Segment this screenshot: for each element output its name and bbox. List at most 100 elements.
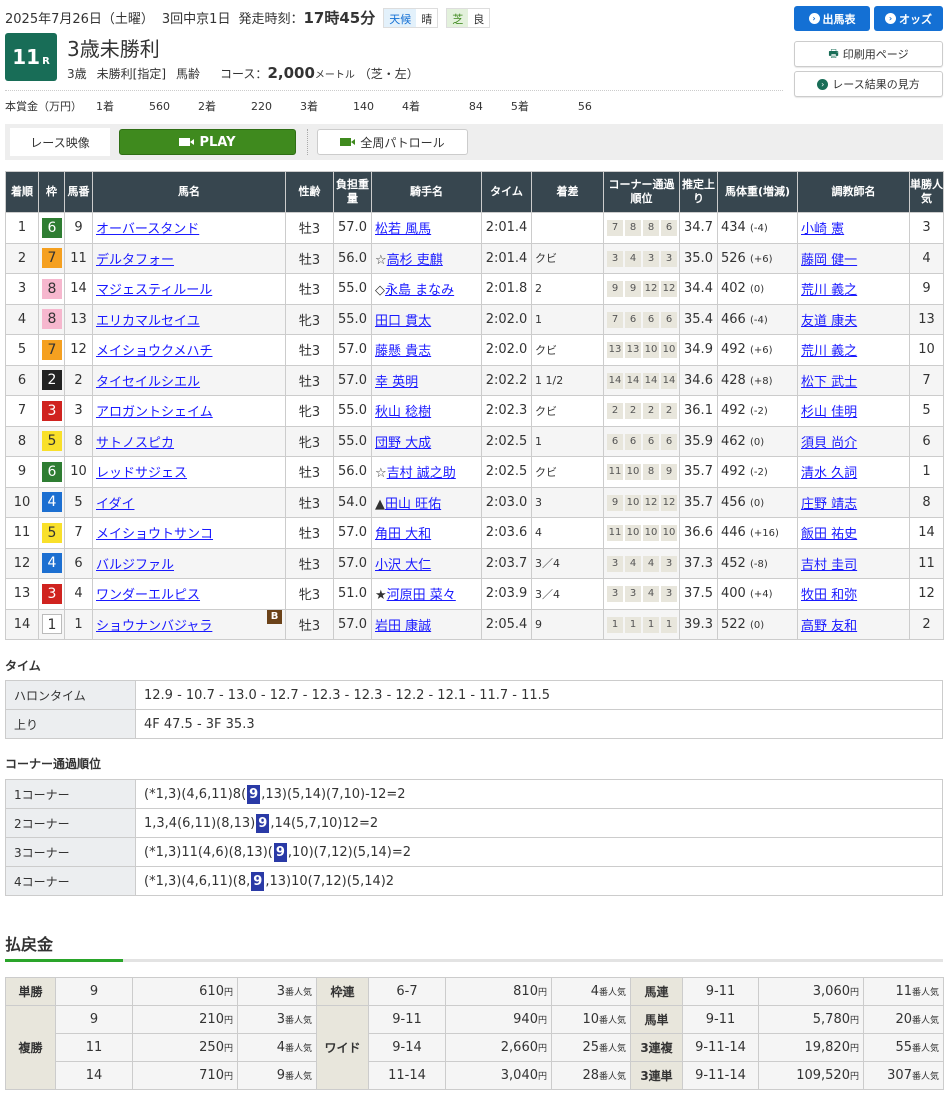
trainer-link[interactable]: 荒川 義之 (801, 283, 858, 299)
jockey-link[interactable]: 秋山 稔樹 (375, 405, 432, 421)
horse-name-link[interactable]: バルジファル (96, 557, 175, 573)
prize-item: 1着 560 (96, 98, 184, 114)
last-3f: 35.7 (679, 456, 718, 488)
payout-amount: 610円 (132, 977, 238, 1006)
corner-position: 9 (625, 281, 641, 298)
horse-name-cell: ワンダーエルピス (92, 578, 286, 610)
finish-time: 2:03.7 (481, 547, 532, 579)
horse-name-link[interactable]: メイショウトサンコ (96, 527, 214, 543)
horse-name-link[interactable]: イダイ (96, 496, 135, 512)
horse-name-link[interactable]: ワンダーエルピス (96, 588, 201, 604)
start-time-value: 17時45分 (303, 9, 376, 27)
play-button[interactable]: PLAY (119, 129, 296, 155)
trainer-link[interactable]: 荒川 義之 (801, 344, 858, 360)
margin: 1 (531, 425, 604, 457)
trainer-link[interactable]: 松下 武士 (801, 374, 858, 390)
last-3f: 34.7 (679, 212, 718, 244)
corner-position: 14 (661, 372, 677, 389)
popularity: 9番人気 (237, 1061, 317, 1090)
corner-position: 3 (661, 250, 677, 267)
jockey-link[interactable]: 藤懸 貴志 (375, 344, 432, 360)
carried-weight: 55.0 (333, 273, 372, 305)
trainer-cell: 牧田 和弥 (797, 578, 910, 610)
frame-cell: 7 (38, 334, 65, 366)
race-number: 11 (12, 45, 41, 69)
jockey-link[interactable]: 幸 英明 (375, 374, 419, 390)
win-popularity: 4 (909, 242, 944, 274)
jockey-link[interactable]: 岩田 康誠 (375, 618, 432, 634)
carried-weight: 57.0 (333, 364, 372, 396)
horse-number: 14 (64, 273, 93, 305)
corner-position: 2 (661, 403, 677, 420)
race-video-label: レース映像 (10, 128, 110, 156)
body-weight-change: (+6) (749, 253, 773, 265)
jockey-link[interactable]: 吉村 誠之助 (386, 466, 456, 482)
trainer-link[interactable]: 飯田 祐史 (801, 527, 858, 543)
corner-position: 10 (625, 494, 641, 511)
popularity-suffix: 番人気 (598, 1016, 626, 1026)
print-page-button[interactable]: 🖶 印刷用ページ (794, 41, 943, 67)
body-weight-value: 462 (721, 433, 746, 449)
yen-unit: 円 (537, 1072, 547, 1082)
body-weight: 434 (-4) (717, 212, 798, 244)
finish-position: 1 (5, 212, 39, 244)
sex-age: 牝3 (285, 425, 334, 457)
jockey-link[interactable]: 角田 大和 (375, 527, 432, 543)
jockey-link[interactable]: 田口 貫太 (375, 313, 432, 329)
horse-name-link[interactable]: タイセイルシエル (96, 374, 201, 390)
horse-name-link[interactable]: サトノスピカ (96, 435, 175, 451)
trainer-link[interactable]: 杉山 佳明 (801, 405, 858, 421)
trainer-link[interactable]: 須貝 尚介 (801, 435, 858, 451)
chevron-right-icon: › (817, 78, 829, 90)
trainer-cell: 松下 武士 (797, 364, 910, 396)
howto-label: レース結果の見方 (832, 78, 920, 91)
corner-position: 3 (625, 586, 641, 603)
trainer-link[interactable]: 小崎 憲 (801, 222, 845, 238)
horse-name-link[interactable]: アロガントシェイム (96, 405, 213, 421)
jockey-link[interactable]: 高杉 吏麒 (386, 252, 443, 268)
age-condition: 3歳 (67, 67, 87, 81)
trainer-link[interactable]: 藤岡 健一 (801, 252, 858, 268)
jockey-mark: ☆ (375, 466, 387, 482)
popularity: 25番人気 (551, 1033, 631, 1062)
horse-name-link[interactable]: デルタフォー (96, 252, 175, 268)
popularity-value: 307 (887, 1068, 912, 1083)
trainer-link[interactable]: 牧田 和弥 (801, 588, 858, 604)
corner-position: 4 (643, 586, 659, 603)
jockey-mark: ▲ (375, 496, 385, 512)
jockey-link[interactable]: 松若 風馬 (375, 222, 432, 238)
corner-positions: 9 10 12 12 (603, 486, 680, 518)
odds-button[interactable]: › オッズ (874, 6, 943, 31)
entries-button[interactable]: › 出馬表 (794, 6, 870, 31)
frame-number: 5 (42, 522, 62, 543)
how-to-read-button[interactable]: › レース結果の見方 (794, 71, 943, 97)
patrol-video-button[interactable]: 全周パトロール (317, 129, 468, 155)
horse-name-cell: メイショウクメハチ (92, 334, 286, 366)
trainer-link[interactable]: 庄野 靖志 (801, 496, 858, 512)
horse-name-link[interactable]: エリカマルセイユ (96, 313, 200, 329)
horse-name-link[interactable]: ショウナンバジャラ (96, 618, 213, 634)
jockey-link[interactable]: 河原田 菜々 (386, 588, 456, 604)
jockey-cell: ◇永島 まなみ (371, 273, 482, 305)
trainer-link[interactable]: 吉村 圭司 (801, 557, 858, 573)
margin: クビ (531, 242, 604, 274)
class-condition: 未勝利[指定] (96, 67, 167, 81)
body-weight: 452 (-8) (717, 547, 798, 579)
horse-name-link[interactable]: マジェスティルール (96, 283, 213, 299)
combination: 9 (55, 977, 133, 1006)
trainer-cell: 荒川 義之 (797, 334, 910, 366)
jockey-link[interactable]: 田山 旺佑 (385, 496, 442, 512)
last-3f: 35.9 (679, 425, 718, 457)
jockey-link[interactable]: 団野 大成 (375, 435, 432, 451)
horse-name-link[interactable]: メイショウクメハチ (96, 344, 213, 360)
trainer-link[interactable]: 友道 康夫 (801, 313, 858, 329)
table-row: 9 6 10 レッドサジェス 牡3 56.0 ☆吉村 誠之助 2:02.5 クビ 11 10 8 9 35… (5, 456, 944, 488)
horse-name-link[interactable]: オーバースタンド (96, 222, 200, 238)
jockey-link[interactable]: 小沢 大仁 (375, 557, 432, 573)
jockey-link[interactable]: 永島 まなみ (385, 283, 455, 299)
jockey-cell: 幸 英明 (371, 364, 482, 396)
horse-name-link[interactable]: レッドサジェス (96, 466, 188, 482)
trainer-link[interactable]: 高野 友和 (801, 618, 858, 634)
trainer-link[interactable]: 清水 久詞 (801, 466, 858, 482)
